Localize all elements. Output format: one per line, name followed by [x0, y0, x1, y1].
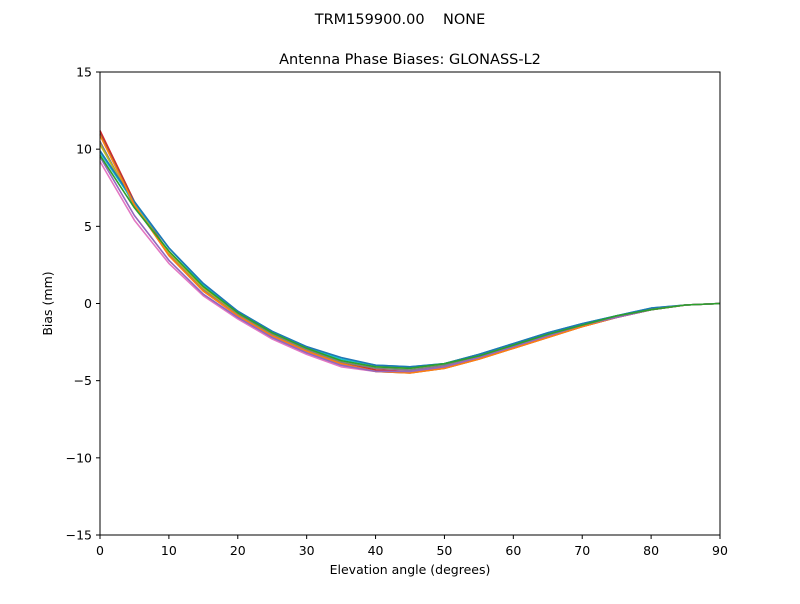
plot-frame [99, 71, 721, 536]
series-layer [99, 130, 721, 374]
x-tick-label: 60 [505, 543, 521, 558]
chart-title: Antenna Phase Biases: GLONASS-L2 [279, 52, 541, 68]
y-tick-label: −10 [66, 450, 92, 465]
series-line-9 [99, 156, 721, 373]
y-tick-label: −15 [66, 528, 92, 543]
tick-layer: 0 10 20 30 40 50 60 70 80 90 −15 −10 −5 0 5 10 15 [66, 65, 728, 559]
series-line-10 [99, 154, 721, 370]
y-tick-label: 0 [84, 296, 92, 311]
y-tick-label: 10 [76, 142, 92, 157]
x-axis-label: Elevation angle (degrees) [330, 562, 491, 577]
x-tick-label: 0 [96, 543, 104, 558]
x-tick-label: 10 [161, 543, 177, 558]
x-tick-label: 40 [368, 543, 384, 558]
x-tick-label: 70 [574, 543, 590, 558]
y-tick-label: 15 [76, 65, 92, 80]
figure-suptitle: TRM159900.00 NONE [314, 12, 486, 28]
x-tick-label: 20 [230, 543, 246, 558]
x-tick-label: 80 [643, 543, 659, 558]
y-tick-label: 5 [84, 219, 92, 234]
x-tick-label: 50 [436, 543, 452, 558]
y-tick-label: −5 [74, 373, 92, 388]
x-tick-label: 90 [712, 543, 728, 558]
x-tick-label: 30 [299, 543, 315, 558]
y-axis-label: Bias (mm) [40, 271, 55, 335]
